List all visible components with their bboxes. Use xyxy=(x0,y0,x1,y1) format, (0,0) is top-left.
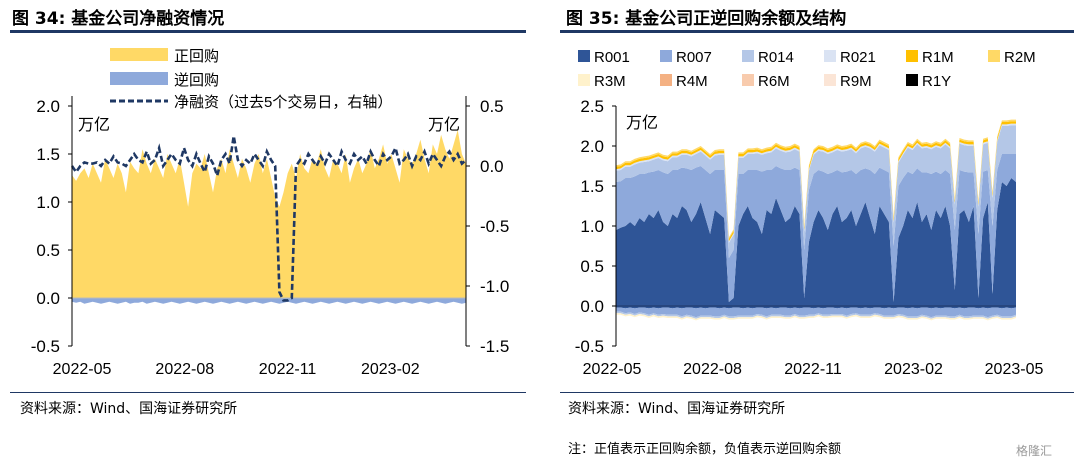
legend-swatch-r6m xyxy=(742,74,754,86)
left-y-tick-label: -0.5 xyxy=(31,337,60,356)
legend-label-r9m: R9M xyxy=(840,73,872,90)
legend-swatch-r1y xyxy=(906,74,918,86)
right-chart-y-tick-label: 0.0 xyxy=(580,297,604,316)
legend-label-repo: 正回购 xyxy=(174,48,219,65)
negative-area-r014 xyxy=(616,311,1016,319)
right-title-rule xyxy=(560,30,1074,33)
right-note: 注：正值表示正回购余额，负值表示逆回购余额 xyxy=(568,442,842,457)
left-chart-title: 图 34: 基金公司净融资情况 xyxy=(12,9,225,29)
legend-swatch-r3m xyxy=(578,74,590,86)
left-source-rule xyxy=(10,392,526,393)
left-area-repo xyxy=(72,130,466,298)
right-y-tick-label: 0.5 xyxy=(480,97,504,116)
left-net-financing-line xyxy=(70,135,467,302)
right-chart-y-tick-label: 0.5 xyxy=(580,257,604,276)
legend-label-r001: R001 xyxy=(594,49,630,66)
left-y-tick-label: 0.5 xyxy=(36,241,60,260)
legend-label-reverse-repo: 逆回购 xyxy=(174,72,219,89)
right-x-tick-label: 2022-05 xyxy=(583,361,642,378)
legend-label-r6m: R6M xyxy=(758,73,790,90)
negative-area-r001 xyxy=(616,306,1016,309)
right-chart-y-tick-label: 2.5 xyxy=(580,97,604,116)
right-chart-title: 图 35: 基金公司正逆回购余额及结构 xyxy=(566,9,847,29)
positive-area-r001 xyxy=(616,178,1016,306)
right-y-tick-label: -0.5 xyxy=(480,217,509,236)
right-chart-y-tick-label: 1.5 xyxy=(580,177,604,196)
left-chart: 2.0 1.5 1.0 0.5 0.0 -0.5 0.5 0.0 -0.5 -1.0 -1.5 万亿 万… xyxy=(31,48,509,378)
legend-label-r3m: R3M xyxy=(594,73,626,90)
legend-swatch-r001 xyxy=(578,50,590,62)
legend-label-r2m: R2M xyxy=(1004,49,1036,66)
right-y-tick-label: -1.5 xyxy=(480,337,509,356)
left-y-tick-label: 1.5 xyxy=(36,145,60,164)
legend-label-r007: R007 xyxy=(676,49,712,66)
legend-swatch-r021 xyxy=(824,50,836,62)
left-y-tick-label: 1.0 xyxy=(36,193,60,212)
negative-area-r007 xyxy=(616,307,1016,318)
left-x-tick-label: 2023-02 xyxy=(361,361,420,378)
right-chart: 2.5 2.0 1.5 1.0 0.5 0.0 -0.5 万亿 2022-05 2022-08 20… xyxy=(575,49,1044,378)
legend-swatch-r014 xyxy=(742,50,754,62)
legend-label-r1m: R1M xyxy=(922,49,954,66)
right-x-tick-label: 2022-08 xyxy=(683,361,742,378)
legend-label-net: 净融资（过去5个交易日，右轴） xyxy=(174,93,392,111)
right-chart-y-tick-label: 1.0 xyxy=(580,217,604,236)
positive-area-r014 xyxy=(616,125,1016,258)
legend-swatch-r1m xyxy=(906,50,918,62)
left-x-tick-label: 2022-05 xyxy=(53,361,112,378)
left-unit-label: 万亿 xyxy=(78,116,110,134)
left-x-tick-label: 2022-08 xyxy=(155,361,214,378)
legend-label-r021: R021 xyxy=(840,49,876,66)
right-source: 资料来源：Wind、国海证券研究所 xyxy=(568,401,786,417)
right-unit-label: 万亿 xyxy=(428,116,460,134)
legend-swatch-repo xyxy=(110,48,168,61)
left-title-rule xyxy=(10,30,526,33)
legend-swatch-r2m xyxy=(988,50,1000,62)
left-y-tick-label: 0.0 xyxy=(36,289,60,308)
negative-area-r3m xyxy=(616,313,1016,321)
right-x-tick-label: 2022-11 xyxy=(784,361,842,378)
legend-swatch-r007 xyxy=(660,50,672,62)
right-y-tick-label: -1.0 xyxy=(480,277,509,296)
left-area-reverse-repo xyxy=(72,298,466,304)
right-x-tick-label: 2023-02 xyxy=(884,361,943,378)
positive-area-r007 xyxy=(616,154,1016,302)
right-y-tick-label: 0.0 xyxy=(480,157,504,176)
right-chart-y-tick-label: -0.5 xyxy=(575,337,604,356)
right-chart-y-tick-label: 2.0 xyxy=(580,137,604,156)
right-x-tick-label: 2023-05 xyxy=(985,361,1044,378)
legend-swatch-reverse-repo xyxy=(110,72,168,85)
watermark: 格隆汇 xyxy=(1016,444,1053,458)
left-y-tick-label: 2.0 xyxy=(36,97,60,116)
right-source-rule xyxy=(560,392,1074,393)
legend-label-r1y: R1Y xyxy=(922,73,951,90)
left-x-tick-label: 2022-11 xyxy=(259,361,317,378)
right-chart-unit-label: 万亿 xyxy=(626,114,658,132)
legend-swatch-r9m xyxy=(824,74,836,86)
legend-label-r4m: R4M xyxy=(676,73,708,90)
left-source: 资料来源：Wind、国海证券研究所 xyxy=(20,401,238,417)
legend-label-r014: R014 xyxy=(758,49,794,66)
legend-swatch-r4m xyxy=(660,74,672,86)
